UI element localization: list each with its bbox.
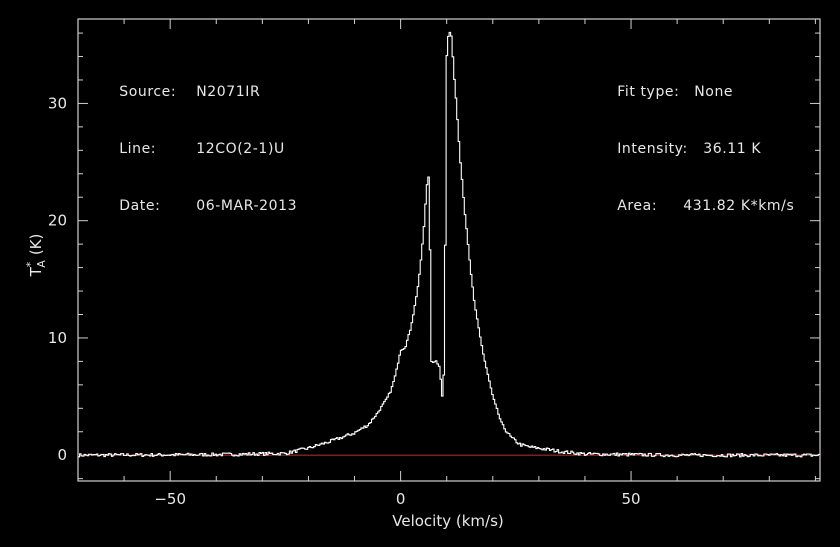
header-right: Fit type: None Intensity: 36.11 K Area: 431… [597,36,794,223]
date-value: 06-MAR-2013 [196,198,298,214]
fit-type-row: Fit type: None [597,68,794,100]
source-row: Source: N2071IR [99,68,297,100]
date-row: Date: 06-MAR-2013 [99,182,297,214]
intensity-value: 36.11 K [703,141,762,157]
fit-type-key: Fit type: [617,84,680,100]
area-row: Area: 431.82 K*km/s [597,182,794,214]
svg-text:T*A(K): T*A(K) [24,234,48,278]
x-tick-label: 50 [621,490,640,508]
source-key: Source: [119,84,177,100]
x-tick-label: −50 [154,490,186,508]
line-value: 12CO(2-1)U [196,141,285,157]
area-key: Area: [617,198,658,214]
x-tick-label: 0 [396,490,406,508]
y-tick-label: 10 [48,329,67,347]
line-key: Line: [119,141,157,157]
y-tick-label: 30 [48,94,67,112]
plot-frame [77,18,821,482]
area-value: 431.82 K*km/s [683,198,795,214]
header-left: Source: N2071IR Line: 12CO(2-1)U Date: 06-M… [99,36,297,223]
line-row: Line: 12CO(2-1)U [99,125,297,157]
source-value: N2071IR [196,84,261,100]
y-axis-label: T*A(K) [24,234,48,278]
spectrum-line [78,31,821,458]
fit-type-value: None [694,84,734,100]
intensity-row: Intensity: 36.11 K [597,125,794,157]
y-tick-label: 0 [57,446,67,464]
date-key: Date: [119,198,161,214]
y-tick-label: 20 [48,212,67,230]
intensity-key: Intensity: [617,141,688,157]
x-axis-label: Velocity (km/s) [392,512,503,530]
